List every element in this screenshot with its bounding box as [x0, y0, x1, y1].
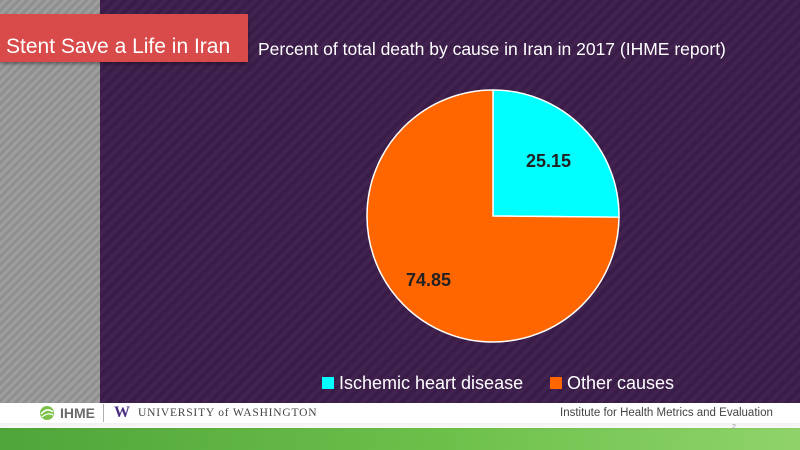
title-banner — [0, 14, 248, 62]
footer-shade — [0, 423, 800, 431]
legend-item-ischemic: Ischemic heart disease — [322, 372, 532, 394]
ihme-logo-text: IHME — [60, 405, 95, 421]
legend-item-other: Other causes — [550, 372, 680, 394]
uw-logo: W UNIVERSITY of WASHINGTON — [114, 404, 317, 422]
legend-label-other: Other causes — [567, 373, 675, 393]
slide-title: Stent Save a Life in Iran — [6, 35, 231, 58]
footer-green-stripe — [0, 428, 800, 450]
uw-w-icon: W — [114, 404, 130, 421]
page-number: 2 — [732, 424, 736, 431]
legend-swatch-ischemic — [322, 377, 334, 389]
ihme-logo: IHME — [38, 404, 108, 422]
institute-name: Institute for Health Metrics and Evaluat… — [560, 407, 773, 419]
left-gray-panel — [0, 0, 100, 403]
legend-label-ischemic: Ischemic heart disease — [339, 373, 524, 393]
chart-title: Percent of total death by cause in Iran … — [258, 39, 726, 59]
globe-leaf-icon — [40, 406, 54, 420]
logo-divider — [103, 404, 104, 422]
legend-swatch-other — [550, 377, 562, 389]
uw-logo-text: UNIVERSITY of WASHINGTON — [138, 407, 318, 419]
